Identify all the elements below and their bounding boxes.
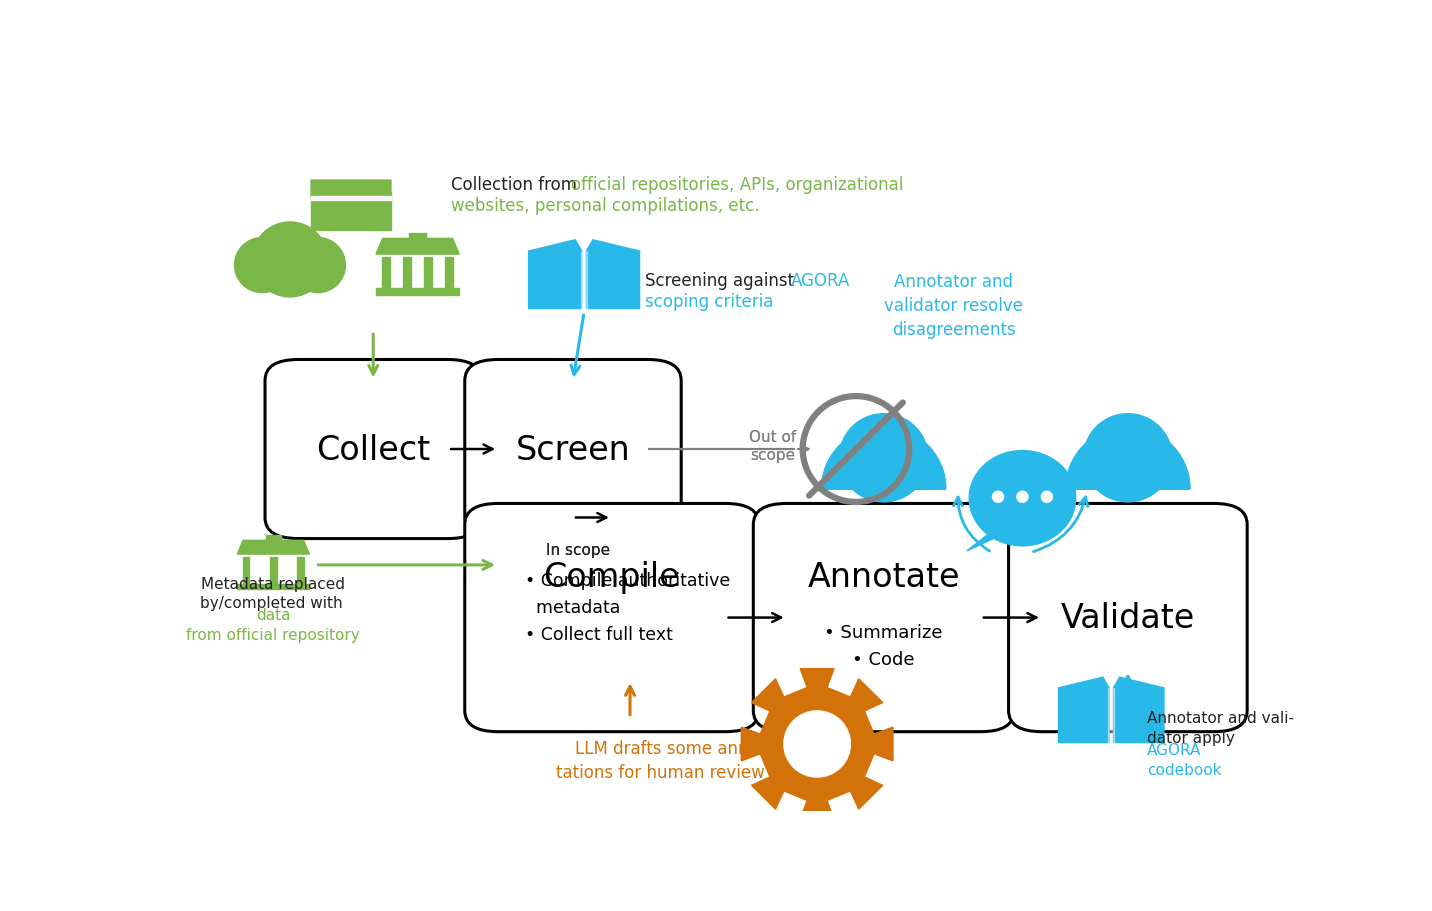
Polygon shape (377, 289, 460, 295)
Text: scoping criteria: scoping criteria (644, 292, 773, 311)
FancyBboxPatch shape (311, 192, 391, 230)
Polygon shape (445, 258, 453, 289)
Text: data
from official repository: data from official repository (186, 608, 361, 642)
Ellipse shape (235, 238, 289, 293)
Text: Compile: Compile (544, 560, 680, 593)
Text: • Summarize
• Code: • Summarize • Code (825, 623, 944, 669)
Polygon shape (581, 251, 587, 309)
Ellipse shape (1084, 415, 1173, 502)
Polygon shape (238, 541, 309, 555)
Text: • Compile authoritative
  metadata
• Collect full text: • Compile authoritative metadata • Colle… (526, 571, 730, 643)
Ellipse shape (783, 711, 851, 777)
Polygon shape (410, 233, 425, 239)
Text: Screening against: Screening against (644, 271, 799, 290)
Text: Screen: Screen (516, 433, 630, 466)
FancyBboxPatch shape (465, 360, 682, 539)
Polygon shape (266, 536, 281, 541)
Polygon shape (424, 258, 432, 289)
Polygon shape (311, 181, 391, 198)
Polygon shape (377, 239, 460, 255)
Polygon shape (1058, 678, 1110, 742)
Text: Out of
scope: Out of scope (749, 429, 796, 463)
Ellipse shape (1041, 492, 1053, 503)
Text: Annotator and
validator resolve
disagreements: Annotator and validator resolve disagree… (884, 272, 1022, 339)
Polygon shape (404, 258, 411, 289)
Polygon shape (1113, 678, 1164, 742)
Text: Metadata replaced
by/completed with: Metadata replaced by/completed with (199, 576, 347, 610)
Polygon shape (528, 241, 581, 309)
Polygon shape (298, 557, 304, 584)
Ellipse shape (992, 492, 1004, 503)
Polygon shape (822, 427, 947, 489)
Ellipse shape (1017, 492, 1028, 503)
Polygon shape (242, 557, 249, 584)
Text: Annotator and vali-
dator apply: Annotator and vali- dator apply (1147, 711, 1293, 745)
Text: LLM drafts some anno-
tations for human review: LLM drafts some anno- tations for human … (556, 740, 765, 781)
Ellipse shape (268, 252, 312, 296)
Text: official repositories, APIs, organizational: official repositories, APIs, organizatio… (571, 176, 904, 193)
Text: websites, personal compilations, etc.: websites, personal compilations, etc. (451, 197, 759, 214)
Polygon shape (967, 517, 1042, 551)
Polygon shape (238, 584, 309, 589)
Polygon shape (1108, 688, 1114, 742)
Text: AGORA: AGORA (790, 271, 849, 290)
Text: Collect: Collect (316, 433, 430, 466)
Text: Validate: Validate (1061, 601, 1194, 634)
Polygon shape (1065, 427, 1190, 489)
Ellipse shape (289, 238, 345, 293)
Text: Out of
scope: Out of scope (749, 429, 796, 463)
FancyBboxPatch shape (311, 197, 391, 200)
Polygon shape (382, 258, 390, 289)
Polygon shape (586, 241, 640, 309)
Text: Collection from: Collection from (451, 176, 583, 193)
FancyBboxPatch shape (753, 504, 1014, 732)
Text: In scope: In scope (547, 542, 610, 557)
Ellipse shape (839, 415, 928, 502)
Ellipse shape (969, 451, 1075, 547)
Ellipse shape (252, 222, 328, 298)
Text: In scope: In scope (547, 543, 610, 558)
FancyBboxPatch shape (465, 504, 759, 732)
Text: AGORA
codebook: AGORA codebook (1147, 742, 1221, 777)
FancyBboxPatch shape (1008, 504, 1247, 732)
Polygon shape (742, 669, 894, 819)
FancyBboxPatch shape (265, 360, 481, 539)
Polygon shape (271, 557, 276, 584)
Text: Annotate: Annotate (808, 560, 959, 593)
